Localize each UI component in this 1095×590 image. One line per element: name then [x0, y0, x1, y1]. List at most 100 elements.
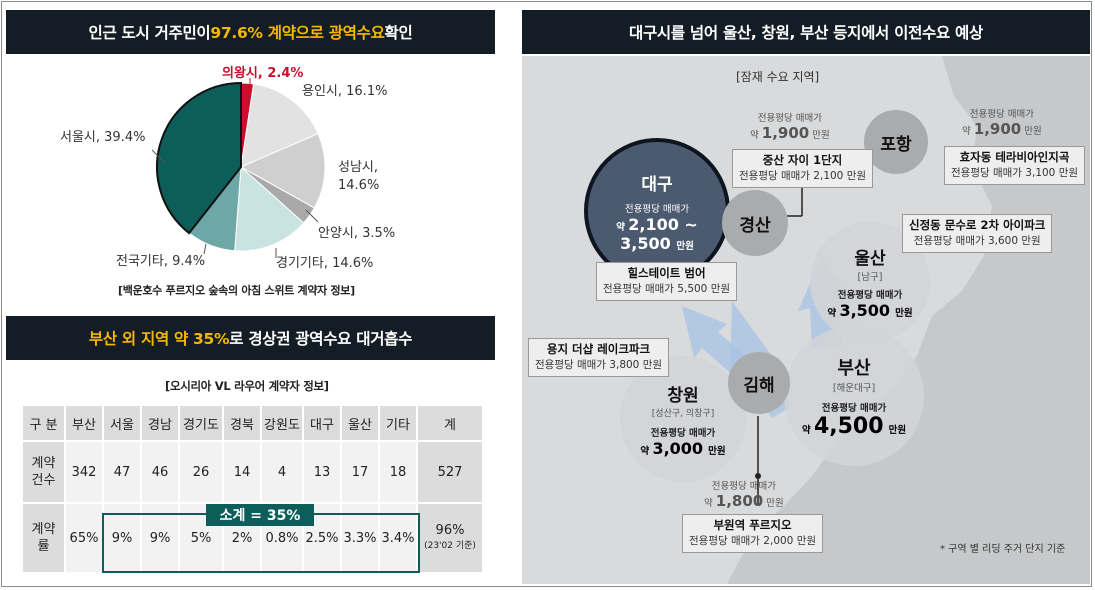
map-footnote: * 구역 별 리딩 주거 단지 기준: [940, 544, 1066, 555]
ulsan-unit: 만원: [895, 308, 913, 319]
ulsan-price: 약 3,500 만원: [827, 301, 912, 320]
ulsan-price-value: 3,500: [839, 301, 891, 320]
price-gimhae-label: 전용평당 매매가: [711, 481, 776, 492]
price-gyeongsan-label: 전용평당 매매가: [757, 113, 822, 124]
callout-sinjeong-title: 신정동 문수로 2차 아이파크: [909, 218, 1046, 232]
callout-hills-sub: 전용평당 매매가 5,500 만원: [603, 283, 731, 295]
callout-jungsan-title: 중산 자이 1단지: [762, 153, 843, 167]
price-gyeongsan-big: 1,900: [761, 124, 810, 142]
gimhae-dot: [755, 473, 761, 479]
th-total: 계: [418, 406, 482, 440]
th-gyeongbuk: 경북: [224, 406, 260, 440]
map-section-header: 대구시를 넘어 울산, 창원, 부산 등지에서 이전수요 예상: [522, 10, 1090, 54]
changwon-price: 약 3,000 만원: [640, 439, 725, 458]
count-seoul: 47: [104, 442, 140, 502]
daegu-pre: 약: [616, 221, 629, 233]
pie-slice-gyeonggi: [234, 165, 305, 252]
pohang-circle: 포항: [864, 110, 928, 174]
count-gyeongnam: 46: [142, 442, 178, 502]
count-gangwon: 4: [262, 442, 302, 502]
th-ulsan: 울산: [342, 406, 378, 440]
changwon-unit: 만원: [708, 445, 726, 457]
count-gyeongbuk: 14: [224, 442, 260, 502]
th-busan: 부산: [66, 406, 102, 440]
rate-seoul: 9%: [104, 504, 140, 572]
th-gangwon: 강원도: [262, 406, 302, 440]
pie-leader-lines: [151, 78, 319, 258]
map-sea: [727, 56, 1090, 584]
table-row-rate: 계약 률 65% 9% 9% 5% 2% 0.8% 2.5% 3.3% 3.4% …: [23, 504, 482, 572]
daegu-price-2: 3,500 만원: [620, 234, 694, 253]
price-gimhae-pre: 약: [704, 498, 716, 509]
daegu-price-1: 약 2,100 ~: [616, 215, 698, 234]
row-rate-label-2: 률: [37, 539, 50, 554]
ulsan-name: 울산: [854, 249, 886, 269]
busan-price-value: 4,500: [813, 413, 884, 439]
changwon-price-value: 3,000: [652, 438, 704, 458]
rate-busan: 65%: [66, 504, 102, 572]
daegu-price-from: 2,100 ~: [628, 214, 698, 234]
gimhae-name: 김해: [743, 375, 775, 396]
leader-anyang: [305, 209, 319, 223]
th-seoul: 서울: [104, 406, 140, 440]
rate-total: 96% (23'02 기준): [418, 504, 482, 572]
pie-label-seoul: 서울시, 39.4%: [60, 130, 146, 145]
table-header-row: 구 분 부산 서울 경남 경기도 경북 강원도 대구 울산 기타 계: [23, 406, 482, 440]
pie-slice-yongin: [240, 83, 319, 168]
changwon-label: 전용평당 매매가: [650, 427, 716, 439]
leader-seoul: [151, 149, 165, 163]
price-gimhae: 전용평당 매매가 약 1,800 만원: [704, 480, 784, 511]
count-total: 527: [418, 442, 482, 502]
pie-label-seongnam: 성남시,: [338, 160, 379, 175]
changwon-pre: 약: [640, 445, 653, 457]
th-daegu: 대구: [304, 406, 340, 440]
th-etc: 기타: [380, 406, 416, 440]
callout-buwon: 부원역 푸르지오 전용평당 매매가 2,000 만원: [682, 514, 824, 553]
busan-label: 전용평당 매매가: [821, 402, 887, 414]
count-busan: 342: [66, 442, 102, 502]
count-etc: 18: [380, 442, 416, 502]
callout-hills-title: 힐스테이트 범어: [627, 266, 706, 280]
price-pohang-label: 전용평당 매매가: [969, 109, 1034, 120]
callout-hyoja-title: 효자동 테라비아인지곡: [959, 150, 1070, 164]
contract-table: 구 분 부산 서울 경남 경기도 경북 강원도 대구 울산 기타 계 계약 건수 …: [21, 404, 484, 574]
row-rate-label: 계약 률: [23, 504, 64, 572]
rate-etc: 3.4%: [380, 504, 416, 572]
rate-total-value: 96%: [435, 522, 465, 538]
table-title-post: 로 경상권 광역수요 대거흡수: [229, 330, 413, 348]
price-pohang-big: 1,900: [973, 120, 1022, 138]
pie-section-header: 인근 도시 거주민이 97.6% 계약으로 광역수요 확인: [6, 10, 495, 54]
ulsan-sub: [남구]: [857, 272, 883, 283]
callout-jungsan: 중산 자이 1단지 전용평당 매매가 2,100 만원: [732, 149, 874, 188]
table-source-note: [오시리아 VL 라우어 계약자 정보]: [165, 379, 329, 393]
changwon-circle: 창원 [성산구, 의창구] 전용평당 매매가 약 3,000 만원: [620, 356, 746, 482]
price-pohang-unit: 만원: [1021, 126, 1042, 137]
price-gimhae-value: 약 1,800 만원: [704, 494, 784, 511]
price-gimhae-unit: 만원: [763, 498, 784, 509]
contract-pie-chart: [156, 82, 326, 252]
price-gyeongsan-value: 약 1,900 만원: [750, 126, 830, 143]
price-gyeongsan: 전용평당 매매가 약 1,900 만원: [750, 112, 830, 143]
table-section-header: 부산 외 지역 약 35% 로 경상권 광역수요 대거흡수: [6, 316, 495, 360]
changwon-sub: [성산구, 의창구]: [651, 408, 715, 419]
table-row-count: 계약 건수 342 47 46 26 14 4 13 17 18 527: [23, 442, 482, 502]
busan-unit: 만원: [888, 424, 907, 436]
callout-yongji: 용지 더샵 레이크파크 전용평당 매매가 3,800 만원: [528, 338, 670, 377]
callout-buwon-sub: 전용평당 매매가 2,000 만원: [689, 535, 817, 547]
price-gimhae-big: 1,800: [715, 492, 764, 510]
gyeongsan-circle: 경산: [722, 190, 788, 256]
ulsan-label: 전용평당 매매가: [837, 290, 903, 301]
pie-slice-seoul: [156, 82, 242, 235]
gimhae-circle: 김해: [728, 352, 790, 414]
daegu-name: 대구: [641, 174, 673, 195]
price-pohang-pre: 약: [962, 126, 974, 137]
price-gyeongsan-unit: 만원: [809, 130, 830, 141]
pie-title-pre: 인근 도시 거주민이: [88, 24, 211, 42]
pie-label-seongnam-pct: 14.6%: [338, 178, 380, 193]
pie-label-gyeonggi: 경기기타, 14.6%: [276, 256, 374, 271]
pie-title-highlight: 97.6% 계약으로 광역수요: [210, 24, 385, 42]
map-label: [잠재 수요 지역]: [736, 70, 820, 84]
row-count-label: 계약 건수: [23, 442, 64, 502]
pie-title-post: 확인: [384, 24, 413, 42]
ulsan-pre: 약: [827, 308, 840, 319]
